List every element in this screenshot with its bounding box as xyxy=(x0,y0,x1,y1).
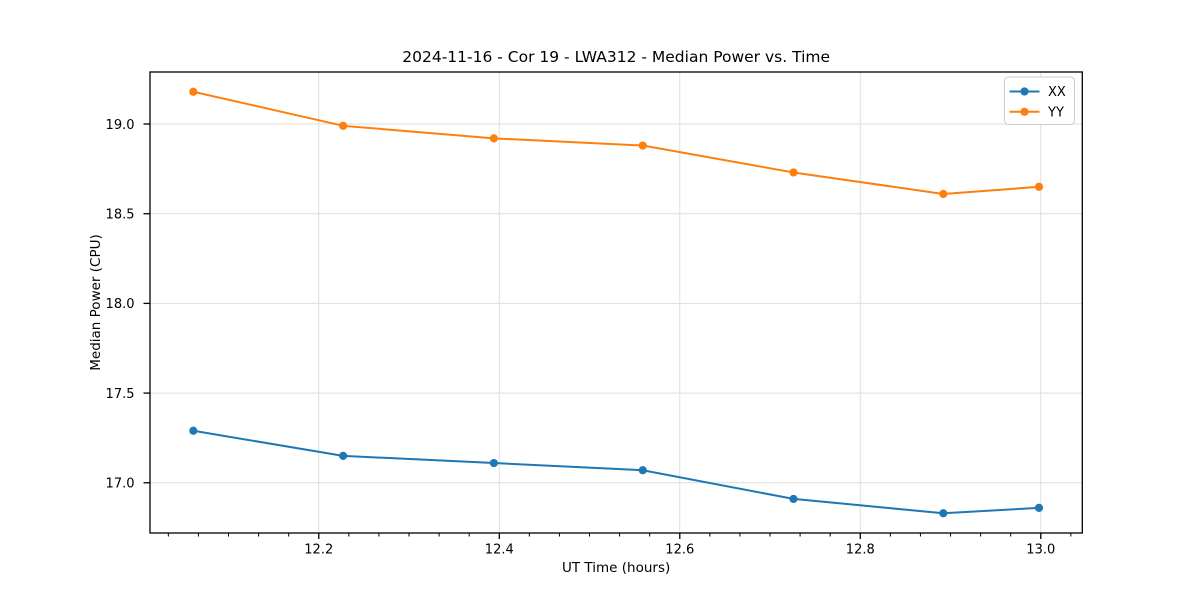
legend-frame xyxy=(1004,76,1075,125)
y-tick-label: 17.5 xyxy=(106,387,135,402)
chart-title: 2024-11-16 - Cor 19 - LWA312 - Median Po… xyxy=(402,48,830,66)
series-yy-marker xyxy=(789,168,798,177)
series-xx-marker xyxy=(189,426,198,435)
series-xx-marker xyxy=(789,494,798,504)
legend-yy-marker-sample xyxy=(1020,107,1029,116)
legend: XX YY xyxy=(1004,76,1075,125)
series-xx-marker xyxy=(339,451,348,460)
series-yy-marker xyxy=(339,121,348,130)
series-yy-marker xyxy=(489,134,498,143)
y-tick-label: 18.0 xyxy=(106,297,135,312)
legend-xx-label: XX xyxy=(1048,85,1066,100)
series-yy-marker xyxy=(638,141,647,150)
y-tick-label: 17.0 xyxy=(106,477,135,492)
legend-yy-label: YY xyxy=(1047,106,1064,121)
x-tick-label: 12.2 xyxy=(304,543,333,558)
x-tick-label: 12.8 xyxy=(846,543,875,558)
x-tick-label: 13.0 xyxy=(1026,543,1055,558)
series-xx-marker xyxy=(1034,503,1044,512)
series-yy-marker xyxy=(939,189,948,199)
x-axis-label: UT Time (hours) xyxy=(562,560,670,576)
y-tick-label: 18.5 xyxy=(106,208,135,223)
legend-xx-marker-sample xyxy=(1020,87,1029,96)
x-tick-label: 12.4 xyxy=(485,543,514,558)
series-xx-marker xyxy=(489,458,498,468)
y-tick-label: 19.0 xyxy=(106,118,135,133)
x-tick-label: 12.6 xyxy=(665,543,694,558)
series-yy-marker xyxy=(189,87,198,96)
series-xx-marker xyxy=(638,466,647,475)
series-xx-marker xyxy=(939,509,948,518)
y-axis-label: Median Power (CPU) xyxy=(88,234,104,370)
plot-frame xyxy=(149,71,1083,534)
series-yy-marker xyxy=(1034,182,1044,191)
